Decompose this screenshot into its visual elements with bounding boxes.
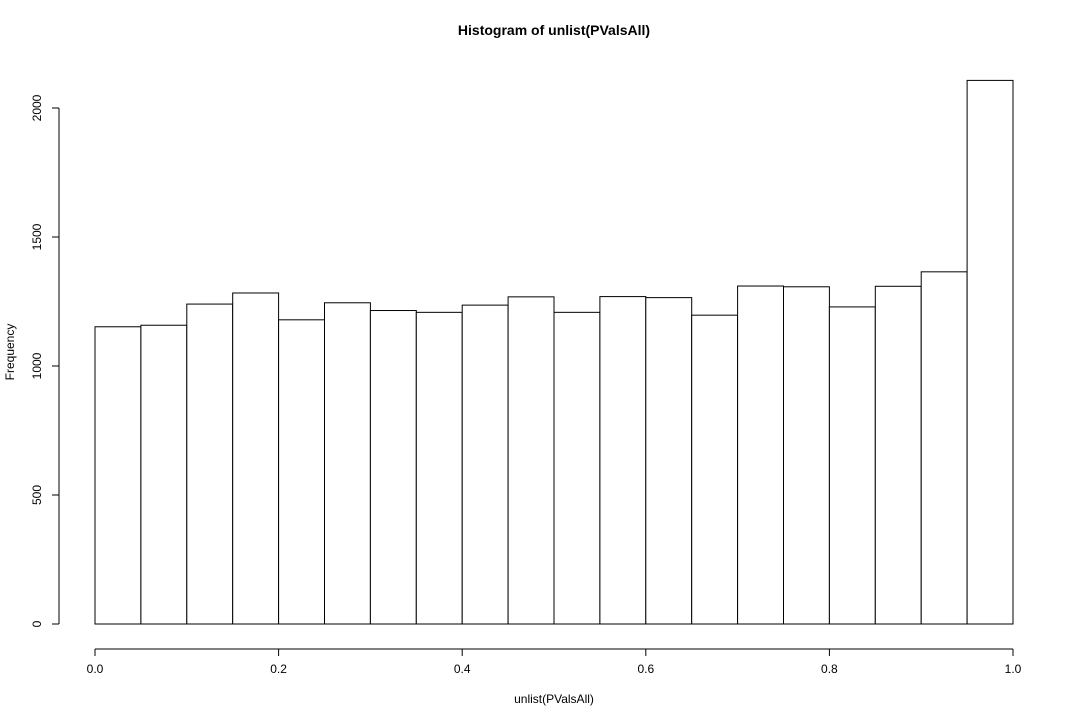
histogram-bar: [874, 285, 922, 625]
histogram-bar: [966, 79, 1014, 625]
y-tick-label: 500: [30, 485, 44, 505]
x-tick-label: 0.0: [87, 662, 104, 676]
histogram-bar: [645, 297, 693, 625]
y-axis-label: Frequency: [3, 324, 17, 381]
y-axis: 0 500 1000 1500 2000: [30, 94, 60, 627]
y-tick-label: 2000: [30, 94, 44, 121]
histogram-bar: [553, 311, 601, 625]
histogram-bar: [232, 292, 280, 625]
histogram-bar: [737, 285, 784, 625]
histogram-bar: [186, 303, 234, 625]
histogram-bar: [369, 310, 417, 625]
y-tick-label: 1000: [30, 352, 44, 379]
histogram-bar: [599, 296, 647, 625]
x-tick-label: 1.0: [1005, 662, 1022, 676]
x-axis-label: unlist(PValsAll): [514, 692, 594, 706]
histogram-bar: [783, 286, 830, 625]
histogram-bar: [828, 306, 876, 625]
histogram-bar: [691, 314, 739, 625]
histogram-bar: [324, 302, 371, 625]
y-tick-label: 1500: [30, 223, 44, 250]
histogram-bar: [461, 304, 509, 625]
histogram-bar: [507, 296, 555, 625]
x-tick-label: 0.6: [637, 662, 654, 676]
x-axis: 0.0 0.2 0.4 0.6 0.8 1.0: [87, 648, 1022, 676]
x-tick-label: 0.2: [270, 662, 287, 676]
y-tick-label: 0: [30, 620, 44, 627]
chart-title: Histogram of unlist(PValsAll): [458, 22, 650, 38]
histogram-bar: [94, 326, 142, 625]
histogram-bar: [415, 311, 463, 625]
x-tick-label: 0.8: [821, 662, 838, 676]
histogram-bar: [920, 271, 968, 625]
histogram-bar: [140, 324, 188, 625]
histogram-bar: [278, 319, 326, 625]
bars-group: [94, 79, 1014, 625]
x-tick-label: 0.4: [454, 662, 471, 676]
